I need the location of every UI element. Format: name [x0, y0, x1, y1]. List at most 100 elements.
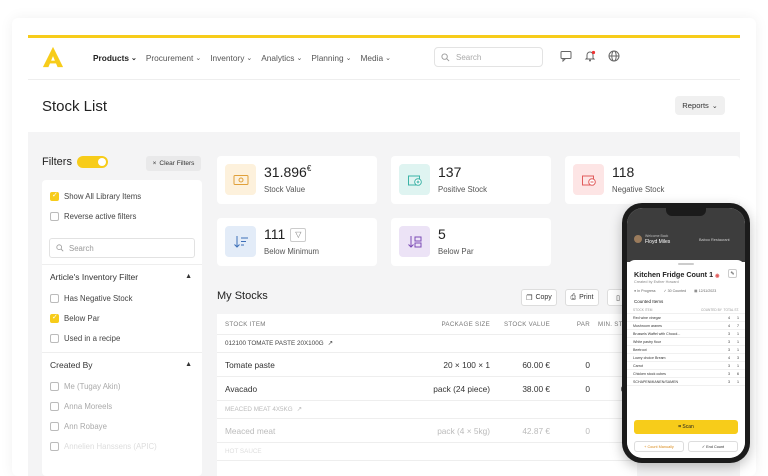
checkbox-checked[interactable]: [50, 191, 59, 201]
filter-search-input[interactable]: Search: [49, 238, 195, 258]
end-count-button[interactable]: ✓ End Count: [688, 441, 738, 452]
card-value: 111 ▽: [264, 226, 307, 243]
stocks-table: STOCK ITEM PACKAGE SIZE STOCK VALUE PAR …: [217, 314, 637, 476]
filter-show-all[interactable]: Show All Library Items: [42, 186, 202, 206]
accent-bar: [28, 35, 740, 38]
list-item[interactable]: Lowry choice Bream 4 3: [627, 354, 745, 362]
sort-down-icon: [225, 226, 256, 257]
globe-icon[interactable]: [608, 50, 620, 62]
checkbox[interactable]: [50, 333, 59, 343]
group-row[interactable]: 012100 TOMATE PASTE 20X100G ↗: [217, 335, 637, 353]
inventory-filter-section[interactable]: Article's Inventory Filter ▲: [42, 264, 202, 288]
reports-button[interactable]: Reports ⌄: [675, 96, 725, 115]
chevron-down-icon: ⌄: [246, 55, 253, 62]
list-header: STOCK ITEM COUNTED BY TOTAL ST.: [627, 306, 745, 314]
creator-item[interactable]: Ann Robaye: [42, 416, 202, 436]
table-header: STOCK ITEM PACKAGE SIZE STOCK VALUE PAR …: [217, 314, 637, 335]
filter-below-par[interactable]: Below Par: [42, 308, 202, 328]
chat-icon[interactable]: [560, 50, 572, 62]
card-below-minimum[interactable]: 111 ▽ Below Minimum: [217, 218, 377, 266]
card-label: Below Minimum: [264, 247, 320, 256]
card-value: 5: [438, 226, 446, 242]
menu-planning[interactable]: Planning ⌄: [311, 53, 352, 63]
filter-icon[interactable]: ▽: [290, 228, 307, 243]
count-status-row: ● In Progress ✓ 30 Counted ▦ 12/11/2023: [634, 289, 716, 293]
search-input[interactable]: Search: [434, 47, 543, 67]
copy-button[interactable]: ❐ Copy: [521, 289, 557, 306]
external-link-icon[interactable]: ↗: [327, 340, 333, 347]
filters-panel: Show All Library Items Reverse active fi…: [42, 180, 202, 476]
card-stock-value[interactable]: 31.896€ Stock Value: [217, 156, 377, 204]
drag-handle[interactable]: [678, 263, 694, 265]
flag-icon: ◉: [715, 273, 720, 279]
created-by-section[interactable]: Created By ▲: [42, 352, 202, 376]
menu-products[interactable]: Products ⌄: [93, 53, 137, 63]
print-button[interactable]: ⎙ Print: [565, 289, 599, 306]
plus-icon: +: [644, 444, 647, 449]
menu-procurement[interactable]: Procurement ⌄: [145, 53, 202, 63]
restaurant-select[interactable]: Baboo Restaurant: [699, 238, 730, 242]
count-subtitle: Created by Esther Howard: [634, 280, 679, 284]
column-header[interactable]: PAR: [576, 320, 590, 328]
card-label: Below Par: [438, 247, 474, 256]
menu-analytics[interactable]: Analytics ⌄: [261, 53, 303, 63]
count-manually-button[interactable]: + Count Manually: [634, 441, 684, 452]
checkbox[interactable]: [50, 293, 59, 303]
filter-used-in-recipe[interactable]: Used in a recipe: [42, 328, 202, 348]
card-positive-stock[interactable]: 137 Positive Stock: [391, 156, 551, 204]
menu-inventory[interactable]: Inventory ⌄: [210, 53, 253, 63]
checkbox[interactable]: [50, 421, 59, 431]
checkbox[interactable]: [50, 381, 59, 391]
edit-icon[interactable]: ✎: [728, 269, 737, 278]
phone-notch: [666, 208, 706, 216]
chevron-up-icon: ▲: [185, 361, 192, 368]
creator-item[interactable]: Annelien Hanssens (APIC): [42, 436, 202, 456]
menu-media[interactable]: Media ⌄: [360, 53, 391, 63]
checkbox[interactable]: [50, 401, 59, 411]
filter-negative-stock[interactable]: Has Negative Stock: [42, 288, 202, 308]
top-nav: Products ⌄ Procurement ⌄ Inventory ⌄ Analyt…: [28, 38, 740, 80]
avatar: [634, 235, 642, 243]
filters-toggle[interactable]: [76, 156, 108, 168]
chevron-down-icon: ⌄: [195, 55, 202, 62]
creator-item[interactable]: Me (Tugay Akin): [42, 376, 202, 396]
column-header[interactable]: STOCK ITEM: [225, 320, 266, 328]
checkbox[interactable]: [50, 441, 59, 451]
chevron-down-icon: ⌄: [130, 55, 137, 62]
external-link-icon[interactable]: ↗: [296, 406, 302, 413]
list-item[interactable]: SCHAPENMIANEN/SAMEN 3 1: [627, 378, 745, 386]
counted-items-list: STOCK ITEM COUNTED BY TOTAL ST. Red wine …: [627, 306, 745, 386]
list-item[interactable]: Red wine vinegar 4 1: [627, 314, 745, 322]
list-item[interactable]: Beetroot 3 1: [627, 346, 745, 354]
card-label: Negative Stock: [612, 185, 665, 194]
card-below-par[interactable]: 5 Below Par: [391, 218, 551, 266]
chevron-down-icon: ⌄: [385, 55, 391, 62]
filter-reverse[interactable]: Reverse active filters: [42, 206, 202, 226]
list-item[interactable]: Carrot 3 1: [627, 362, 745, 370]
table-row[interactable]: Meaced meat pack (4 × 5kg) 42.87 €0: [217, 419, 637, 443]
box-minus-icon: [573, 164, 604, 195]
column-header[interactable]: PACKAGE SIZE: [441, 320, 490, 328]
card-label: Positive Stock: [438, 185, 487, 194]
card-negative-stock[interactable]: 118 Negative Stock: [565, 156, 740, 204]
column-header[interactable]: STOCK VALUE: [503, 320, 550, 328]
group-row[interactable]: MEACED MEAT 4X5KG ↗: [217, 401, 637, 419]
checkbox-checked[interactable]: [50, 313, 59, 323]
group-row[interactable]: HOT SAUCE: [217, 443, 637, 461]
logo-icon[interactable]: [42, 46, 64, 68]
list-item[interactable]: Chicken stock cubes 3 6: [627, 370, 745, 378]
bell-icon[interactable]: [584, 50, 596, 62]
list-item[interactable]: Mushroom aranes 4 7: [627, 322, 745, 330]
clear-filters-button[interactable]: × Clear Filters: [146, 156, 201, 171]
list-item[interactable]: Brussels Waffel with Chocol... 3 1: [627, 330, 745, 338]
column-header[interactable]: MIN. STOCK: [598, 320, 637, 328]
list-item[interactable]: White pastry flour 3 1: [627, 338, 745, 346]
scan-icon: ⌗: [678, 424, 682, 430]
creator-item[interactable]: Anna Moreels: [42, 396, 202, 416]
close-icon: ×: [152, 160, 157, 167]
search-icon: [56, 244, 64, 252]
table-row[interactable]: Tomate paste 20 × 100 × 1 60.00 €0: [217, 353, 637, 377]
scan-button[interactable]: ⌗ Scan: [634, 420, 738, 434]
checkbox[interactable]: [50, 211, 59, 221]
